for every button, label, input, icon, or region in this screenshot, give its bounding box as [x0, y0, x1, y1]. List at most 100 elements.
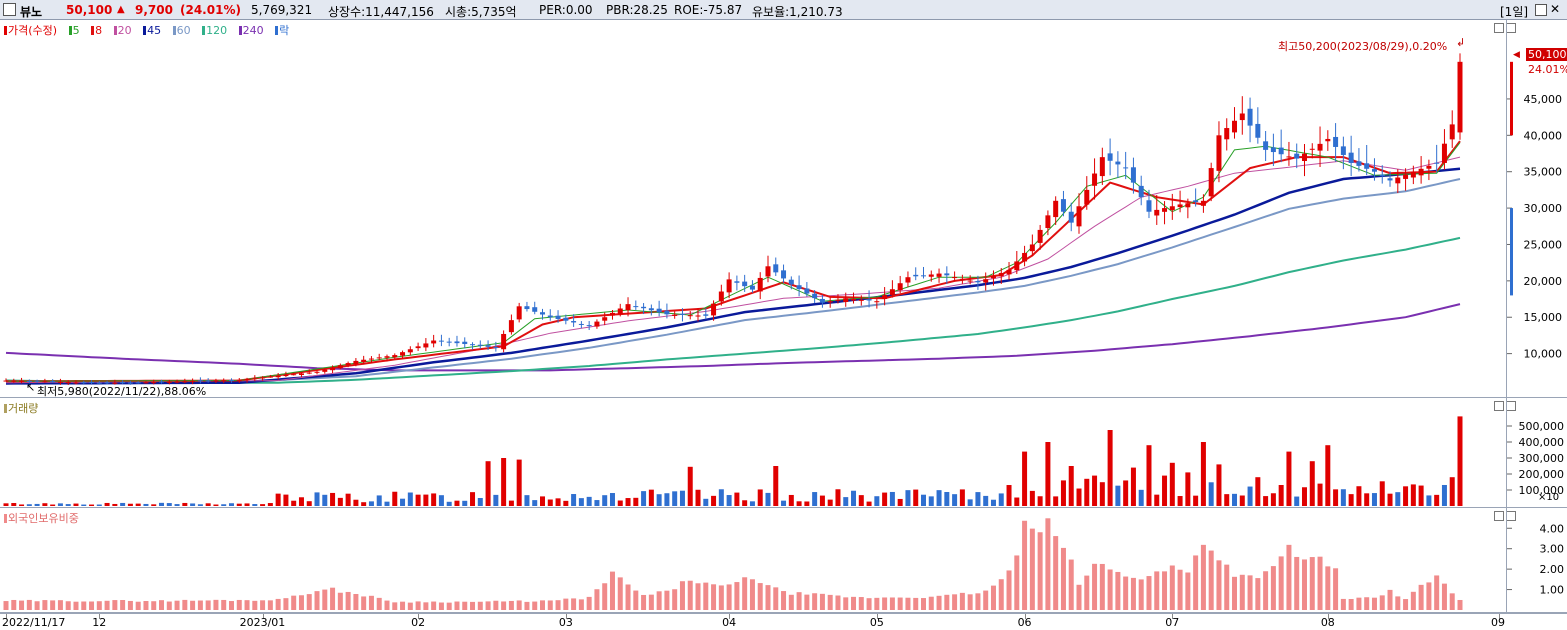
foreign-bar — [112, 600, 118, 610]
panel-minimize-icon[interactable] — [1494, 401, 1504, 411]
candle-down — [96, 382, 102, 384]
candle-up — [1403, 174, 1409, 179]
candle-up — [889, 289, 895, 295]
candle-down — [1263, 141, 1269, 150]
foreign-bar — [1387, 589, 1393, 610]
volume-bar — [1286, 451, 1292, 506]
candle-up — [1232, 120, 1238, 133]
x-tick — [565, 614, 567, 619]
candle-up — [267, 376, 273, 378]
foreign-bar — [734, 582, 740, 610]
candle-down — [1356, 161, 1362, 166]
foreign-bar — [415, 601, 421, 610]
x-tick — [99, 614, 101, 619]
legend-ma45: 45 — [143, 24, 165, 37]
foreign-bar — [1068, 559, 1074, 610]
volume-bar — [1162, 475, 1168, 506]
volume-bar — [516, 459, 522, 506]
candle-up — [625, 304, 631, 311]
foreign-bar — [446, 602, 452, 610]
candle-up — [516, 306, 522, 320]
candle-down — [920, 275, 926, 277]
stock-info-bar: 뷰노 50,100 ▲ 9,700 (24.01%) 5,769,321 상장수… — [0, 0, 1567, 20]
volume-bar — [819, 495, 825, 506]
volume-bar — [104, 502, 110, 506]
candle-down — [819, 298, 825, 303]
candle-down — [81, 382, 87, 384]
foreign-ownership-panel[interactable]: 외국인보유비중 1.00 2.00 3.00 4.00 — [0, 508, 1567, 613]
foreign-bar — [205, 600, 211, 610]
foreign-bar — [182, 599, 188, 610]
candle-up — [65, 382, 71, 384]
foreign-bar — [1232, 576, 1238, 610]
candle-up — [306, 372, 312, 374]
foreign-bar — [983, 590, 989, 610]
range-bar-up — [1510, 61, 1513, 136]
foreign-bar — [454, 601, 460, 610]
candle-up — [897, 283, 903, 291]
foreign-bar — [672, 589, 678, 610]
volume-bar — [205, 503, 211, 506]
candle-down — [866, 299, 872, 301]
candle-down — [104, 382, 110, 384]
volume-bar — [73, 503, 79, 506]
candle-down — [26, 380, 32, 382]
candle-up — [835, 299, 841, 301]
foreign-bar — [438, 602, 444, 610]
foreign-bar — [1457, 599, 1463, 610]
restore-icon[interactable] — [1535, 4, 1547, 16]
volume-bar — [983, 495, 989, 506]
candle-down — [159, 381, 165, 383]
foreign-ownership-chart[interactable]: 1.00 2.00 3.00 4.00 — [0, 508, 1567, 613]
foreign-bar — [586, 596, 592, 610]
candle-up — [221, 380, 227, 382]
candle-down — [975, 281, 981, 283]
candle-down — [703, 314, 709, 316]
candle-up — [275, 375, 281, 378]
volume-panel[interactable]: 거래량 100,000 200,000 300,000 400,000 500,000 … — [0, 398, 1567, 508]
foreign-bar — [1325, 566, 1331, 610]
foreign-bar — [563, 598, 569, 610]
volume-bar — [431, 493, 437, 506]
candle-down — [781, 270, 787, 279]
foreign-legend: 외국인보유비중 — [4, 510, 83, 526]
foreign-bar — [695, 583, 701, 610]
foreign-bar — [283, 598, 289, 610]
candle-down — [804, 288, 810, 294]
volume-bar — [1239, 495, 1245, 506]
foreign-bar — [1123, 576, 1129, 610]
volume-bar — [120, 502, 126, 506]
legend-down: 락 — [275, 24, 293, 37]
chart-select-checkbox[interactable] — [3, 3, 16, 16]
candle-up — [874, 301, 880, 303]
close-icon[interactable]: ✕ — [1550, 2, 1561, 16]
foreign-bar — [166, 601, 172, 610]
period-selector[interactable]: [1일] — [1500, 5, 1529, 19]
candle-up — [213, 380, 219, 382]
volume-bar — [485, 461, 491, 506]
foreign-bar — [174, 600, 180, 610]
volume-bar — [1294, 496, 1300, 506]
foreign-bar — [540, 600, 546, 610]
volume-chart[interactable]: 100,000 200,000 300,000 400,000 500,000 — [0, 398, 1567, 508]
legend-ma240: 240 — [238, 24, 268, 37]
volume-bar — [897, 498, 903, 506]
ma20-line — [6, 156, 1461, 384]
price-panel[interactable]: 가격(수정) 5 8 20 45 60 120 240 락 10,000 15,0… — [0, 20, 1567, 398]
foreign-bar — [516, 600, 522, 610]
candle-down — [679, 313, 685, 315]
volume-bar — [151, 504, 157, 506]
foreign-bar — [81, 601, 87, 610]
foreign-bar — [851, 596, 857, 610]
candle-up — [602, 317, 608, 321]
panel-minimize-icon[interactable] — [1494, 23, 1504, 33]
foreign-bar — [89, 601, 95, 610]
price-chart[interactable]: 10,000 15,000 20,000 25,000 30,000 35,000 40,0… — [0, 20, 1567, 398]
panel-minimize-icon[interactable] — [1494, 511, 1504, 521]
candle-down — [1371, 169, 1377, 172]
candle-up — [508, 320, 514, 333]
foreign-bar — [1317, 556, 1323, 610]
candle-up — [151, 382, 157, 384]
volume-bar — [1449, 477, 1455, 506]
volume-bar — [1060, 480, 1066, 506]
